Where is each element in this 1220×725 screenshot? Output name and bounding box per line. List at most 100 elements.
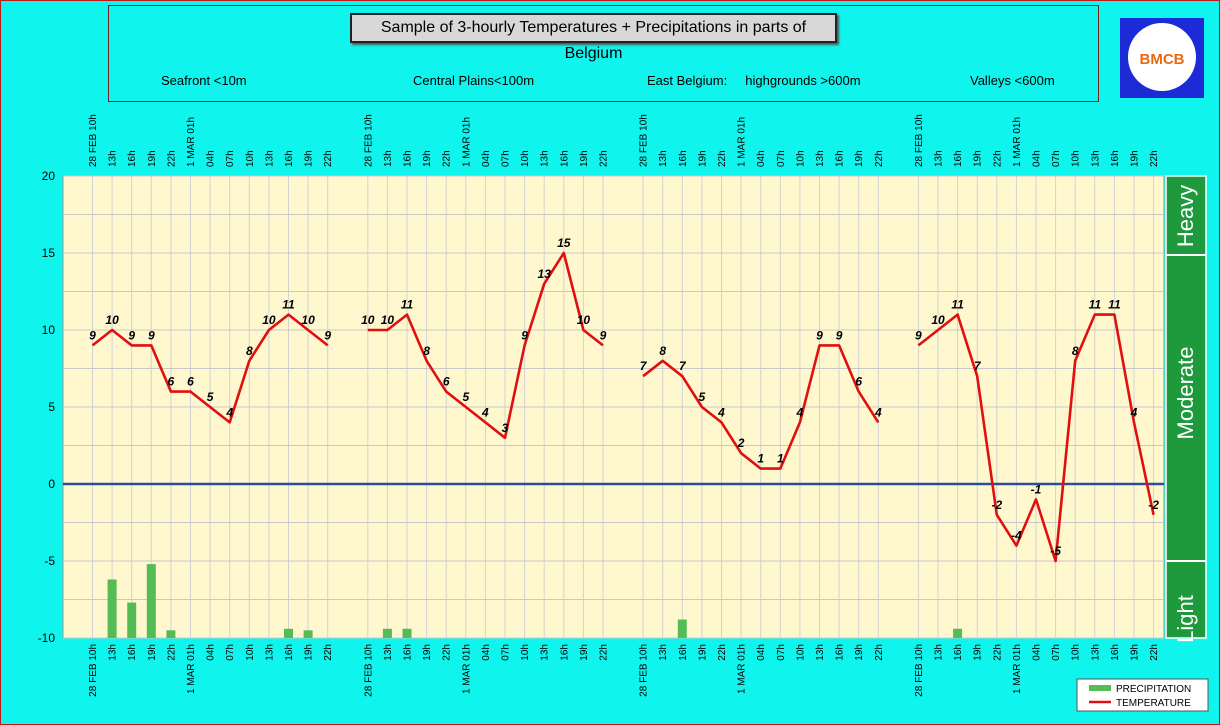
chart-title: Sample of 3-hourly Temperatures + Precip… [350, 13, 837, 62]
x-tick-label-bottom: 07h [225, 644, 236, 661]
x-tick-label-top: 19h [973, 150, 984, 167]
x-tick-label-bottom: 13h [1090, 644, 1101, 661]
x-tick-label-bottom: 22h [323, 644, 334, 661]
x-tick-label-bottom: 19h [854, 644, 865, 661]
band-label-heavy: Heavy [1173, 185, 1198, 247]
temperature-line [917, 313, 1155, 563]
x-tick-label-bottom: 13h [934, 644, 945, 661]
x-tick-label-bottom: 16h [127, 644, 138, 661]
x-tick-label-top: 28 FEB 10h [914, 114, 925, 167]
temperature-data-label: 9 [915, 328, 922, 342]
region-label-east-belgium: East Belgium: highgrounds >600m [647, 73, 861, 88]
temperature-data-label: -2 [991, 498, 1002, 512]
temperature-data-label: 10 [381, 313, 395, 327]
temperature-data-label: 9 [600, 328, 607, 342]
temperature-data-label: 9 [816, 328, 823, 342]
precipitation-bar [146, 564, 156, 638]
temperature-data-label: -2 [1148, 498, 1159, 512]
x-tick-label-top: 22h [992, 150, 1003, 167]
temperature-data-label: 3 [502, 421, 509, 435]
x-tick-label-bottom: 13h [540, 644, 551, 661]
x-tick-label-bottom: 13h [383, 644, 394, 661]
x-tick-label-bottom: 22h [1149, 644, 1160, 661]
region-label-central-plains: Central Plains<100m [413, 73, 535, 88]
x-tick-label-top: 22h [874, 150, 885, 167]
temperature-data-label: 4 [796, 405, 804, 419]
x-tick-label-top: 04h [206, 150, 217, 167]
legend-label-precipitation: PRECIPITATION [1116, 684, 1191, 695]
x-tick-label-top: 04h [481, 150, 492, 167]
x-tick-label-bottom: 28 FEB 10h [914, 644, 925, 697]
x-tick-label-bottom: 16h [1110, 644, 1121, 661]
x-tick-label-bottom: 19h [147, 644, 158, 661]
temperature-data-label: 11 [282, 298, 295, 312]
temperature-line [91, 313, 329, 424]
temperature-data-label: 8 [1072, 344, 1079, 358]
x-tick-label-top: 16h [835, 150, 846, 167]
x-tick-label-bottom: 07h [1051, 644, 1062, 661]
temperature-data-label: 10 [262, 313, 276, 327]
temperature-line [642, 344, 880, 470]
x-tick-label-bottom: 19h [422, 644, 433, 661]
x-tick-label-bottom: 19h [973, 644, 984, 661]
x-tick-label-bottom: 13h [658, 644, 669, 661]
temperature-data-label: 7 [679, 359, 687, 373]
temperature-data-label: -4 [1011, 529, 1022, 543]
temperature-data-label: 4 [717, 405, 725, 419]
x-tick-label-top: 28 FEB 10h [639, 114, 650, 167]
x-tick-label-bottom: 22h [442, 644, 453, 661]
temperature-data-label: 7 [640, 359, 648, 373]
temperature-data-label: 10 [105, 313, 119, 327]
precipitation-bar [107, 579, 117, 638]
x-tick-label-top: 10h [795, 150, 806, 167]
temperature-data-label: 11 [951, 298, 964, 312]
temperature-data-label: 9 [128, 328, 135, 342]
temperature-data-label: 11 [1089, 298, 1102, 312]
temperature-data-label: 10 [361, 313, 375, 327]
temperature-data-label: 5 [699, 390, 706, 404]
x-tick-label-top: 16h [953, 150, 964, 167]
logo-text: BMCB [1139, 51, 1185, 68]
temperature-data-label: 10 [301, 313, 315, 327]
x-tick-label-top: 19h [697, 150, 708, 167]
x-tick-label-top: 19h [422, 150, 433, 167]
x-tick-label-top: 10h [245, 150, 256, 167]
x-tick-label-top: 19h [854, 150, 865, 167]
x-tick-label-top: 16h [678, 150, 689, 167]
x-tick-label-bottom: 10h [795, 644, 806, 661]
x-tick-label-bottom: 19h [1130, 644, 1141, 661]
x-tick-label-bottom: 16h [284, 644, 295, 661]
temperature-line [367, 251, 604, 440]
x-tick-label-top: 07h [225, 150, 236, 167]
precipitation-bar [402, 628, 412, 638]
temperature-data-label: 1 [757, 452, 764, 466]
temperature-data-label: 9 [836, 328, 843, 342]
x-tick-label-top: 04h [1032, 150, 1043, 167]
x-tick-label-top: 07h [776, 150, 787, 167]
x-tick-label-top: 19h [579, 150, 590, 167]
temperature-data-label: 1 [777, 452, 784, 466]
x-tick-label-bottom: 16h [559, 644, 570, 661]
temperature-data-label: 9 [89, 328, 96, 342]
temperature-data-label: 9 [521, 328, 528, 342]
x-tick-label-top: 13h [383, 150, 394, 167]
x-tick-label-top: 28 FEB 10h [363, 114, 374, 167]
x-tick-label-top: 22h [717, 150, 728, 167]
temperature-data-label: 4 [874, 405, 882, 419]
band-label-moderate: Moderate [1173, 347, 1198, 440]
x-tick-label-top: 1 MAR 01h [461, 117, 472, 167]
x-tick-label-bottom: 04h [1032, 644, 1043, 661]
x-tick-label-bottom: 22h [717, 644, 728, 661]
x-tick-label-bottom: 22h [874, 644, 885, 661]
x-tick-label-top: 04h [756, 150, 767, 167]
temperature-data-label: 15 [557, 236, 571, 250]
x-tick-label-bottom: 10h [520, 644, 531, 661]
temperature-data-label: 6 [187, 375, 194, 389]
temperature-data-label: 6 [168, 375, 175, 389]
y-tick-label: 5 [48, 400, 55, 414]
x-tick-label-bottom: 04h [206, 644, 217, 661]
x-tick-label-bottom: 1 MAR 01h [737, 644, 748, 694]
x-tick-label-bottom: 04h [756, 644, 767, 661]
x-tick-label-bottom: 16h [835, 644, 846, 661]
